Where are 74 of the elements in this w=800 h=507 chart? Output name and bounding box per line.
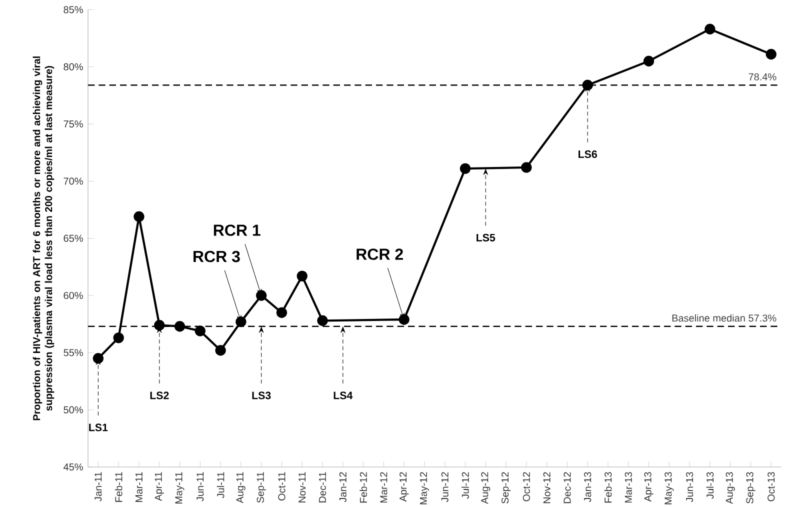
x-tick-label: Jul-13 — [706, 472, 714, 499]
x-tick-label: Aug-11 — [236, 472, 246, 504]
x-tick-label: Nov-11 — [298, 472, 306, 502]
point — [643, 56, 654, 66]
x-tick-label: Apr-12 — [400, 472, 409, 502]
ref-line-label: 78.4% — [748, 73, 776, 80]
x-tick-label: Jun-11 — [196, 472, 204, 502]
x-tick-label: Jun-13 — [686, 472, 694, 502]
x-tick-label: Jan-12 — [339, 472, 346, 502]
point — [92, 353, 104, 364]
x-tick-label: Dec-11 — [319, 472, 326, 502]
x-tick-label: Feb-13 — [604, 472, 612, 503]
x-tick-label: Oct-11 — [278, 472, 286, 500]
y-tick-label: 65% — [64, 234, 83, 242]
x-tick-label: Dec-12 — [564, 472, 571, 504]
point — [236, 316, 246, 328]
annotation: LS6 — [578, 150, 597, 158]
x-tick-label: Oct-13 — [768, 472, 775, 502]
annotation: RCR 3 — [194, 250, 240, 262]
annotation: LS1 — [89, 424, 108, 432]
x-tick-label: May-11 — [175, 472, 184, 504]
x-tick-label: Apr-11 — [154, 472, 164, 501]
x-tick-label: Mar-11 — [136, 472, 142, 502]
x-tick-label: Jun-12 — [441, 472, 448, 502]
point — [215, 345, 226, 356]
point — [317, 315, 328, 326]
y-tick-label: 70% — [64, 178, 83, 185]
annotation: LS5 — [476, 234, 496, 242]
point — [113, 332, 124, 344]
x-tick-label: Sep-13 — [746, 472, 756, 504]
point — [704, 24, 716, 34]
point — [398, 314, 410, 325]
x-tick-label: Feb-12 — [360, 472, 367, 503]
x-tick-label: Aug-12 — [481, 472, 490, 504]
point — [276, 307, 288, 318]
point — [582, 80, 593, 90]
x-tick-label: Jul-12 — [462, 472, 469, 499]
x-tick-label: Jul-11 — [216, 472, 224, 498]
point — [521, 162, 532, 173]
point — [296, 270, 308, 282]
x-tick-label: Jan-13 — [584, 472, 592, 502]
point — [174, 321, 186, 332]
annotation: LS2 — [150, 392, 169, 400]
y-tick-label: 45% — [64, 463, 83, 471]
x-tick-label: May-12 — [420, 472, 429, 504]
point — [460, 163, 471, 174]
ref-line-label: Baseline median 57.3% — [672, 314, 776, 322]
x-tick-label: Oct-12 — [522, 472, 530, 502]
y-tick-label: 50% — [64, 406, 83, 414]
x-tick-label: Jan-11 — [94, 472, 102, 502]
x-tick-label: Aug-13 — [726, 472, 735, 504]
point — [134, 211, 144, 222]
point — [256, 290, 267, 301]
annotation: RCR 2 — [356, 248, 403, 260]
x-tick-label: Sep-12 — [502, 472, 511, 504]
x-tick-label: Mar-12 — [380, 472, 388, 503]
x-tick-label: Feb-11 — [114, 472, 122, 502]
y-tick-label: 55% — [64, 349, 83, 356]
point — [194, 326, 206, 336]
annotation: LS3 — [252, 392, 271, 400]
y-axis-title: Proportion of HIV-patients on ART for 6 months or more and achieving viral suppression (plasma viral load less than 200 copies/ml at last measure) — [32, 56, 54, 420]
y-tick-label: 60% — [64, 292, 83, 300]
annotation: RCR 1 — [214, 224, 260, 236]
y-tick-label: 75% — [64, 120, 83, 128]
point — [154, 320, 165, 331]
annotation: LS4 — [334, 392, 353, 400]
y-tick-label: 80% — [64, 63, 83, 70]
x-tick-label: Apr-13 — [644, 472, 654, 502]
y-tick-label: 85% — [64, 6, 83, 14]
x-tick-label: Nov-12 — [543, 472, 550, 504]
x-tick-label: May-13 — [664, 472, 674, 504]
x-tick-label: Sep-11 — [256, 472, 266, 503]
x-tick-label: Mar-13 — [624, 472, 632, 503]
point — [766, 48, 776, 60]
